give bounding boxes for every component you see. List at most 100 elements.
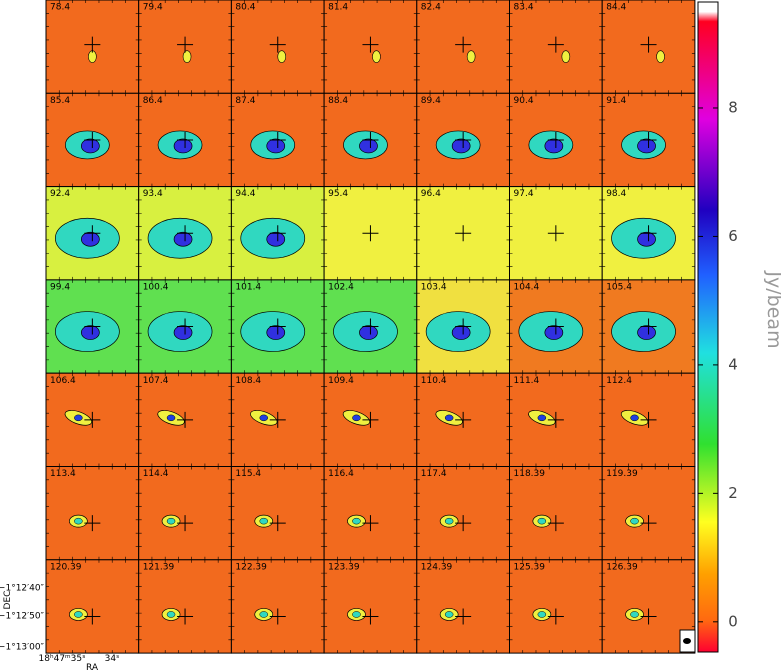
frame-tick — [509, 0, 603, 94]
emission — [444, 414, 454, 422]
frame-tick — [46, 93, 139, 187]
frame-tick — [138, 466, 232, 560]
channel-label: 123.39 — [328, 562, 360, 572]
frame-tick — [509, 186, 603, 280]
source-cross — [640, 225, 657, 242]
emission — [277, 50, 287, 63]
frame-tick — [138, 466, 232, 560]
frame-tick — [46, 466, 139, 560]
frame-tick — [46, 279, 139, 374]
source-cross — [455, 131, 472, 148]
frame-tick — [46, 559, 139, 654]
channel-label: 101.4 — [235, 282, 261, 292]
frame-tick — [138, 0, 232, 94]
emission — [352, 517, 361, 525]
frame-tick — [324, 186, 417, 280]
emission — [352, 414, 361, 422]
frame-tick — [324, 0, 417, 94]
source-cross — [455, 411, 472, 428]
frame-tick — [602, 279, 695, 374]
frame-tick — [231, 279, 325, 374]
emission — [166, 517, 176, 525]
frame-tick — [602, 279, 695, 374]
frame-tick — [602, 373, 695, 467]
frame-tick — [231, 0, 325, 94]
frame-tick — [138, 559, 232, 654]
source-cross — [455, 608, 472, 625]
emission — [444, 611, 454, 618]
frame-tick — [138, 466, 232, 560]
source-cross — [177, 131, 194, 148]
frame-tick — [138, 559, 232, 654]
source-cross — [547, 36, 564, 53]
frame-tick — [231, 0, 325, 94]
colorbar-tick-label: 6 — [728, 227, 738, 245]
frame-tick — [324, 0, 417, 94]
panel — [509, 559, 603, 654]
frame-tick — [138, 0, 232, 94]
frame-tick — [46, 186, 139, 280]
frame-tick — [231, 93, 325, 187]
emission — [372, 50, 381, 63]
frame-tick — [416, 186, 510, 280]
frame-tick — [602, 93, 695, 187]
frame-tick — [324, 373, 417, 467]
frame-tick — [416, 186, 510, 280]
frame-tick — [138, 373, 232, 467]
frame-tick — [324, 466, 417, 560]
emission — [630, 611, 639, 618]
panel — [45, 466, 140, 561]
channel-label: 88.4 — [328, 96, 348, 106]
frame-tick — [231, 0, 325, 94]
frame-tick — [509, 0, 603, 94]
channel-label: 121.39 — [143, 562, 175, 572]
frame-tick — [138, 466, 232, 560]
channel-label: 96.4 — [421, 189, 441, 199]
frame-tick — [46, 279, 139, 374]
frame-tick — [509, 373, 603, 467]
frame-tick — [231, 186, 325, 280]
source-cross — [362, 411, 379, 428]
frame-tick — [602, 559, 695, 654]
panel-grid: 78.4 79.4 80.4 81.4 82.4 83.4 84.4 85.4 86.4 87.4… — [45, 0, 696, 654]
dec-tick-label: −1°12′50″ — [0, 612, 45, 622]
frame-tick — [509, 373, 603, 467]
source-cross — [177, 318, 194, 335]
frame-tick — [138, 279, 232, 374]
frame-tick — [602, 373, 695, 467]
frame-tick — [46, 279, 139, 374]
frame-tick — [416, 373, 510, 467]
frame-tick — [46, 466, 139, 560]
frame-tick — [231, 279, 325, 374]
panel — [230, 559, 325, 654]
frame-tick — [602, 93, 695, 187]
frame-tick — [416, 186, 510, 280]
frame-tick — [324, 559, 417, 654]
source-cross — [269, 318, 286, 335]
frame-tick — [602, 279, 695, 374]
frame-tick — [602, 186, 695, 280]
frame-tick — [324, 0, 417, 94]
channel-label: 106.4 — [50, 376, 76, 386]
frame-tick — [416, 466, 510, 560]
channel-label: 114.4 — [143, 469, 169, 479]
channel-label: 109.4 — [328, 376, 354, 386]
emission — [173, 231, 193, 247]
frame-tick — [138, 186, 232, 280]
frame-tick — [416, 93, 510, 187]
frame-tick — [138, 466, 232, 560]
channel-label: 79.4 — [143, 3, 163, 13]
source-cross — [640, 411, 657, 428]
frame-tick — [416, 466, 510, 560]
channel-label: 89.4 — [421, 96, 441, 106]
frame-tick — [231, 559, 325, 654]
frame-tick — [231, 373, 325, 467]
colorbar-tick-label: 8 — [728, 98, 738, 116]
channel-label: 118.39 — [514, 469, 546, 479]
frame-tick — [46, 373, 139, 467]
emission — [537, 414, 547, 422]
frame-tick — [416, 186, 510, 280]
frame-tick — [602, 186, 695, 280]
frame-tick — [138, 93, 232, 187]
frame-tick — [231, 0, 325, 94]
